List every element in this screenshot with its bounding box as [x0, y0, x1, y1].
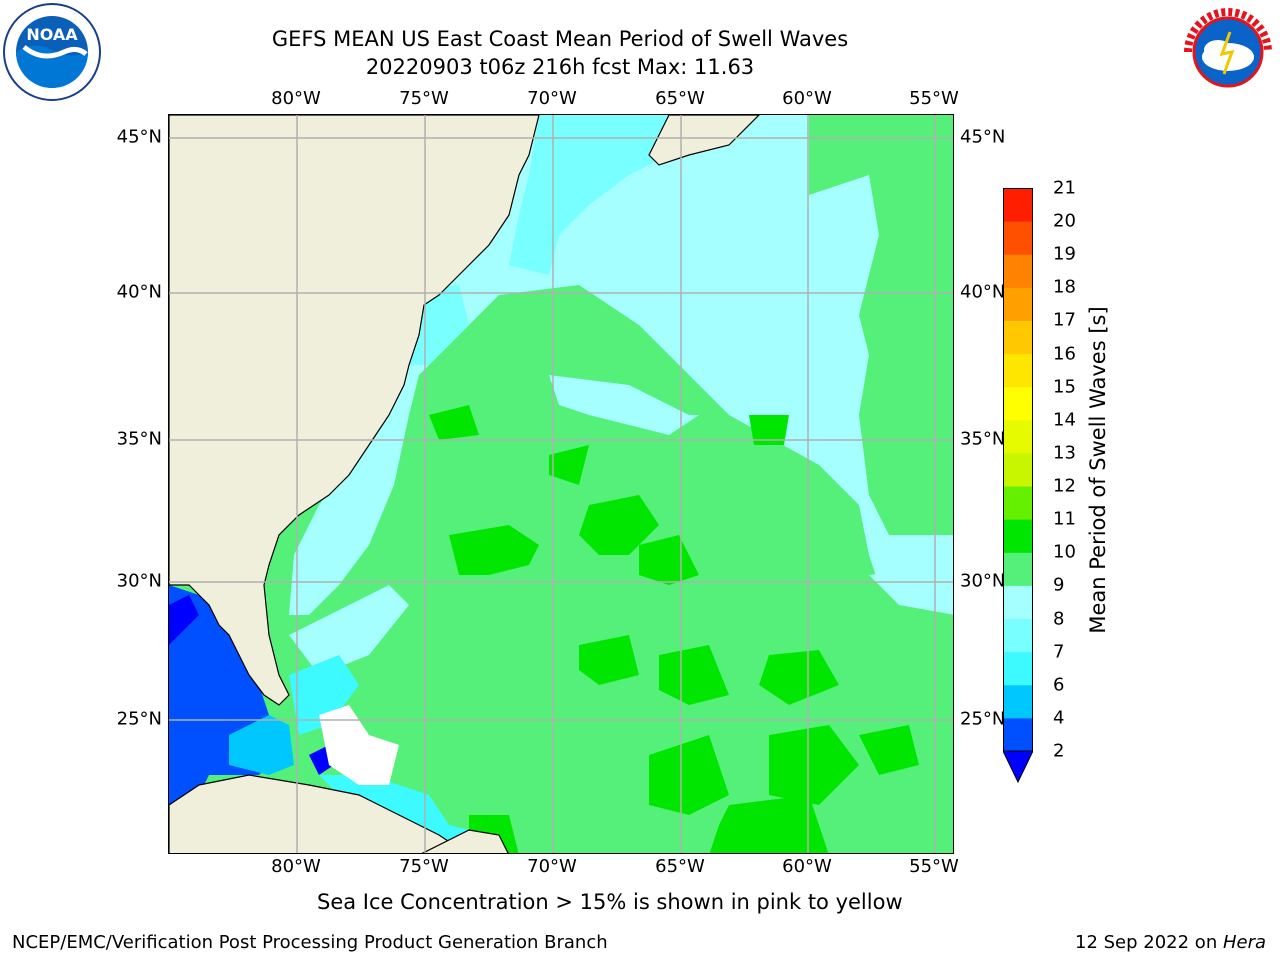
lon-tick-bottom: 55°W — [909, 856, 959, 877]
colorbar-bin — [1003, 221, 1033, 255]
colorbar-bin — [1003, 386, 1033, 421]
colorbar-tick: 18 — [1053, 276, 1076, 298]
svg-text:NOAA: NOAA — [26, 25, 78, 44]
colorbar-bin — [1003, 651, 1033, 686]
colorbar-tick: 14 — [1053, 409, 1076, 431]
colorbar-tick: 6 — [1053, 674, 1065, 696]
lat-tick-left: 30°N — [116, 570, 162, 592]
lon-tick-bottom: 75°W — [399, 856, 449, 877]
colorbar-bin — [1003, 585, 1033, 620]
lon-tick-bottom: 65°W — [655, 856, 705, 877]
colorbar-tick: 21 — [1053, 177, 1076, 199]
lon-tick-top: 65°W — [655, 88, 705, 109]
colorbar-bin — [1003, 684, 1033, 719]
graticule — [169, 115, 953, 853]
colorbar-bin — [1003, 320, 1033, 355]
colorbar-bin — [1003, 519, 1033, 553]
lon-tick-top: 75°W — [399, 88, 449, 109]
swell-period-map — [169, 115, 953, 853]
lat-tick-left: 40°N — [116, 281, 162, 303]
colorbar-tick: 4 — [1053, 707, 1065, 729]
sea-ice-note: Sea Ice Concentration > 15% is shown in … — [317, 890, 903, 914]
colorbar-tick: 8 — [1053, 608, 1065, 630]
chart-title: GEFS MEAN US East Coast Mean Period of S… — [271, 27, 849, 51]
lat-tick-right: 25°N — [960, 708, 1006, 730]
colorbar-bin — [1003, 419, 1033, 454]
lon-tick-top: 80°W — [271, 88, 321, 109]
swell-band-8-9s — [289, 585, 409, 675]
date-text: 12 Sep 2022 on — [1075, 932, 1223, 953]
swell-band-8-9s — [289, 115, 953, 615]
colorbar-tick: 19 — [1053, 243, 1076, 265]
noaa-logo-icon: NOAA — [3, 3, 101, 101]
colorbar-bin — [1003, 552, 1033, 586]
lon-tick-top: 70°W — [527, 88, 577, 109]
nws-logo-icon — [1180, 4, 1276, 100]
colorbar-tick: 16 — [1053, 343, 1076, 365]
colorbar — [1003, 188, 1033, 783]
lat-tick-right: 30°N — [960, 570, 1006, 592]
colorbar-tick: 7 — [1053, 641, 1065, 663]
colorbar-tick: 10 — [1053, 541, 1076, 563]
colorbar-tick: 12 — [1053, 475, 1076, 497]
colorbar-tick: 17 — [1053, 309, 1076, 331]
colorbar-tick: 20 — [1053, 210, 1076, 232]
colorbar-bin — [1003, 486, 1033, 520]
date-stamp: 12 Sep 2022 on Hera — [1075, 932, 1266, 953]
colorbar-bin — [1003, 452, 1033, 487]
lat-tick-right: 40°N — [960, 281, 1006, 303]
machine-name: Hera — [1222, 932, 1266, 953]
lon-tick-bottom: 70°W — [527, 856, 577, 877]
swell-band-8-9s — [549, 375, 699, 435]
map-panel — [168, 114, 954, 854]
colorbar-bin — [1003, 188, 1033, 222]
lon-tick-top: 60°W — [782, 88, 832, 109]
land-mass — [169, 115, 760, 853]
credit-text: NCEP/EMC/Verification Post Processing Pr… — [12, 932, 608, 953]
colorbar-bin — [1003, 254, 1033, 288]
colorbar-bin — [1003, 717, 1033, 752]
lat-tick-right: 35°N — [960, 428, 1006, 450]
swell-band-6-7s — [289, 655, 489, 853]
colorbar-tick: 2 — [1053, 740, 1065, 762]
swell-band-8-9s — [869, 565, 953, 615]
colorbar-tick: 13 — [1053, 442, 1076, 464]
lon-tick-bottom: 60°W — [782, 856, 832, 877]
lon-tick-top: 55°W — [909, 88, 959, 109]
lat-tick-left: 25°N — [116, 708, 162, 730]
lat-tick-left: 45°N — [116, 126, 162, 148]
lat-tick-left: 35°N — [116, 428, 162, 450]
lat-tick-right: 45°N — [960, 126, 1006, 148]
colorbar-frame — [1003, 188, 1033, 752]
colorbar-bin — [1003, 353, 1033, 388]
colorbar-label: Mean Period of Swell Waves [s] — [1086, 306, 1110, 634]
colorbar-under-triangle — [1003, 750, 1033, 783]
swell-band-10-11s — [429, 405, 919, 853]
colorbar-tick: 9 — [1053, 574, 1065, 596]
colorbar-tick: 15 — [1053, 376, 1076, 398]
chart-subtitle: 20220903 t06z 216h fcst Max: 11.63 — [365, 55, 755, 79]
sea-ice-mask-bahamas — [319, 705, 399, 785]
colorbar-tick: 11 — [1053, 508, 1076, 530]
colorbar-bin — [1003, 287, 1033, 321]
lon-tick-bottom: 80°W — [271, 856, 321, 877]
colorbar-bin — [1003, 618, 1033, 653]
swell-band-7-8s — [509, 115, 689, 275]
